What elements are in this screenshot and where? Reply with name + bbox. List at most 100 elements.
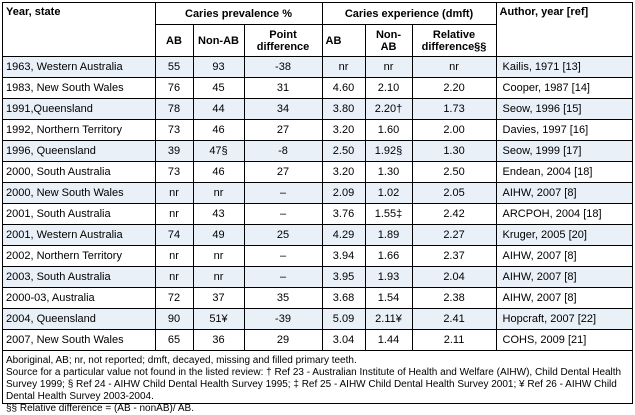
cell-relative-difference: 2.37 bbox=[411, 245, 497, 267]
header-relative-difference: Relative difference§§ bbox=[411, 24, 497, 57]
cell-point-difference: – bbox=[243, 182, 323, 204]
cell-relative-difference: 2.04 bbox=[411, 266, 497, 288]
table-row: 2000, New South Wales nr nr –2.09 1.02 2.05 AI… bbox=[3, 182, 633, 204]
table-row: 2000, South Australia 73 46 27 3.20 1.30 2.50 E… bbox=[3, 161, 633, 183]
table-row: 2001, Western Australia 74 49 25 4.29 1.89 2.2… bbox=[3, 224, 633, 246]
cell-author-year: Seow, 1999 [17] bbox=[495, 140, 633, 162]
cell-prevalence-ab: 39 bbox=[154, 140, 194, 162]
cell-prevalence-non-ab: nr bbox=[192, 182, 245, 204]
cell-experience-non-ab: 1.54 bbox=[364, 287, 413, 309]
cell-author-year: COHS, 2009 [21] bbox=[495, 329, 633, 351]
cell-year-state: 1963, Western Australia bbox=[3, 56, 156, 78]
cell-point-difference: 27 bbox=[243, 161, 323, 183]
cell-point-difference: -39 bbox=[243, 308, 323, 330]
cell-experience-non-ab: 1.93 bbox=[364, 266, 413, 288]
cell-experience-ab: 3.94 bbox=[321, 245, 366, 267]
cell-experience-non-ab: 1.44 bbox=[364, 329, 413, 351]
cell-relative-difference: 2.11 bbox=[411, 329, 497, 351]
cell-author-year: ARCPOH, 2004 [18] bbox=[495, 203, 633, 225]
header-point-difference: Point difference bbox=[243, 24, 323, 57]
cell-prevalence-ab: nr bbox=[154, 182, 194, 204]
cell-year-state: 1992, Northern Territory bbox=[3, 119, 156, 141]
header-prev-non-ab: Non-AB bbox=[192, 24, 245, 57]
cell-author-year: Kruger, 2005 [20] bbox=[495, 224, 633, 246]
cell-relative-difference: 2.50 bbox=[411, 161, 497, 183]
cell-prevalence-ab: 65 bbox=[154, 329, 194, 351]
table-row: 2003, South Australia nr nr –3.95 1.93 2.04 AI… bbox=[3, 266, 633, 288]
cell-relative-difference: 2.42 bbox=[411, 203, 497, 225]
cell-prevalence-non-ab: 43 bbox=[192, 203, 245, 225]
table-row: 1963, Western Australia 55 93 -38 nr nr nr Kail… bbox=[3, 56, 633, 78]
cell-author-year: Endean, 2004 [18] bbox=[495, 161, 633, 183]
cell-prevalence-ab: nr bbox=[154, 266, 194, 288]
header-caries-experience: Caries experience (dmft) bbox=[321, 3, 497, 25]
cell-experience-non-ab: 1.30 bbox=[364, 161, 413, 183]
cell-author-year: AIHW, 2007 [8] bbox=[495, 266, 633, 288]
cell-year-state: 2002, Northern Territory bbox=[3, 245, 156, 267]
cell-prevalence-non-ab: 93 bbox=[192, 56, 245, 78]
cell-experience-non-ab: 2.10 bbox=[364, 77, 413, 99]
header-exp-ab: AB bbox=[321, 24, 366, 57]
cell-relative-difference: 1.30 bbox=[411, 140, 497, 162]
cell-experience-non-ab: 1.89 bbox=[364, 224, 413, 246]
cell-point-difference: -38 bbox=[243, 56, 323, 78]
cell-experience-ab: 2.09 bbox=[321, 182, 366, 204]
cell-point-difference: – bbox=[243, 245, 323, 267]
cell-author-year: Kailis, 1971 [13] bbox=[495, 56, 633, 78]
cell-author-year: Seow, 1996 [15] bbox=[495, 98, 633, 120]
table-row: 2007, New South Wales 65 36 29 3.04 1.44 2.11 C… bbox=[3, 329, 633, 351]
cell-author-year: Cooper, 1987 [14] bbox=[495, 77, 633, 99]
note-abbreviations: Aboriginal, AB; nr, not reported; dmft, … bbox=[6, 355, 357, 366]
cell-prevalence-non-ab: 47§ bbox=[192, 140, 245, 162]
cell-prevalence-ab: nr bbox=[154, 245, 194, 267]
cell-experience-ab: 3.95 bbox=[321, 266, 366, 288]
cell-experience-ab: 3.80 bbox=[321, 98, 366, 120]
cell-author-year: Davies, 1997 [16] bbox=[495, 119, 633, 141]
cell-point-difference: 31 bbox=[243, 77, 323, 99]
table-row: 1991,Queensland 78 44 34 3.80 2.20† 1.73 Seow, … bbox=[3, 98, 633, 120]
cell-prevalence-non-ab: 46 bbox=[192, 119, 245, 141]
cell-prevalence-non-ab: 49 bbox=[192, 224, 245, 246]
cell-experience-ab: 4.29 bbox=[321, 224, 366, 246]
table-row: 1983, New South Wales 76 45 31 4.60 2.10 2.20 C… bbox=[3, 77, 633, 99]
cell-year-state: 1983, New South Wales bbox=[3, 77, 156, 99]
header-prev-ab: AB bbox=[155, 24, 194, 57]
table-row: 2000-03, Australia 72 37 35 3.68 1.54 2.38 AIHW… bbox=[3, 287, 633, 309]
cell-author-year: AIHW, 2007 [8] bbox=[495, 287, 633, 309]
cell-experience-non-ab: 1.66 bbox=[364, 245, 413, 267]
header-caries-prevalence: Caries prevalence % bbox=[154, 3, 323, 25]
cell-experience-non-ab: 1.02 bbox=[364, 182, 413, 204]
cell-prevalence-ab: 90 bbox=[154, 308, 194, 330]
cell-experience-non-ab: 2.20† bbox=[364, 98, 413, 120]
table-notes: Aboriginal, AB; nr, not reported; dmft, … bbox=[3, 351, 632, 415]
note-relative-difference: §§ Relative difference = (AB - nonAB)/ A… bbox=[6, 403, 194, 414]
cell-experience-ab: 3.76 bbox=[321, 203, 366, 225]
header-exp-non-ab: Non-AB bbox=[364, 24, 413, 57]
cell-point-difference: 25 bbox=[243, 224, 323, 246]
cell-prevalence-ab: 73 bbox=[154, 119, 194, 141]
cell-relative-difference: 2.27 bbox=[411, 224, 497, 246]
cell-prevalence-ab: 72 bbox=[154, 287, 194, 309]
cell-year-state: 2007, New South Wales bbox=[3, 329, 156, 351]
cell-point-difference: – bbox=[243, 203, 323, 225]
cell-experience-ab: nr bbox=[321, 56, 366, 78]
cell-prevalence-non-ab: 51¥ bbox=[192, 308, 245, 330]
cell-relative-difference: 2.20 bbox=[411, 77, 497, 99]
cell-prevalence-ab: 74 bbox=[154, 224, 194, 246]
cell-experience-ab: 3.20 bbox=[321, 119, 366, 141]
note-sources: Source for a particular value not found … bbox=[6, 367, 622, 402]
cell-prevalence-non-ab: 46 bbox=[192, 161, 245, 183]
cell-prevalence-ab: 76 bbox=[154, 77, 194, 99]
cell-year-state: 1991,Queensland bbox=[3, 98, 156, 120]
cell-prevalence-non-ab: nr bbox=[192, 245, 245, 267]
header-year-state: Year, state bbox=[3, 3, 156, 57]
cell-year-state: 2000, New South Wales bbox=[3, 182, 156, 204]
cell-experience-non-ab: 2.11¥ bbox=[364, 308, 413, 330]
cell-prevalence-non-ab: 36 bbox=[192, 329, 245, 351]
cell-prevalence-ab: 73 bbox=[154, 161, 194, 183]
cell-experience-non-ab: 1.55‡ bbox=[364, 203, 413, 225]
cell-experience-ab: 4.60 bbox=[321, 77, 366, 99]
cell-year-state: 2000, South Australia bbox=[3, 161, 156, 183]
cell-prevalence-ab: 78 bbox=[154, 98, 194, 120]
